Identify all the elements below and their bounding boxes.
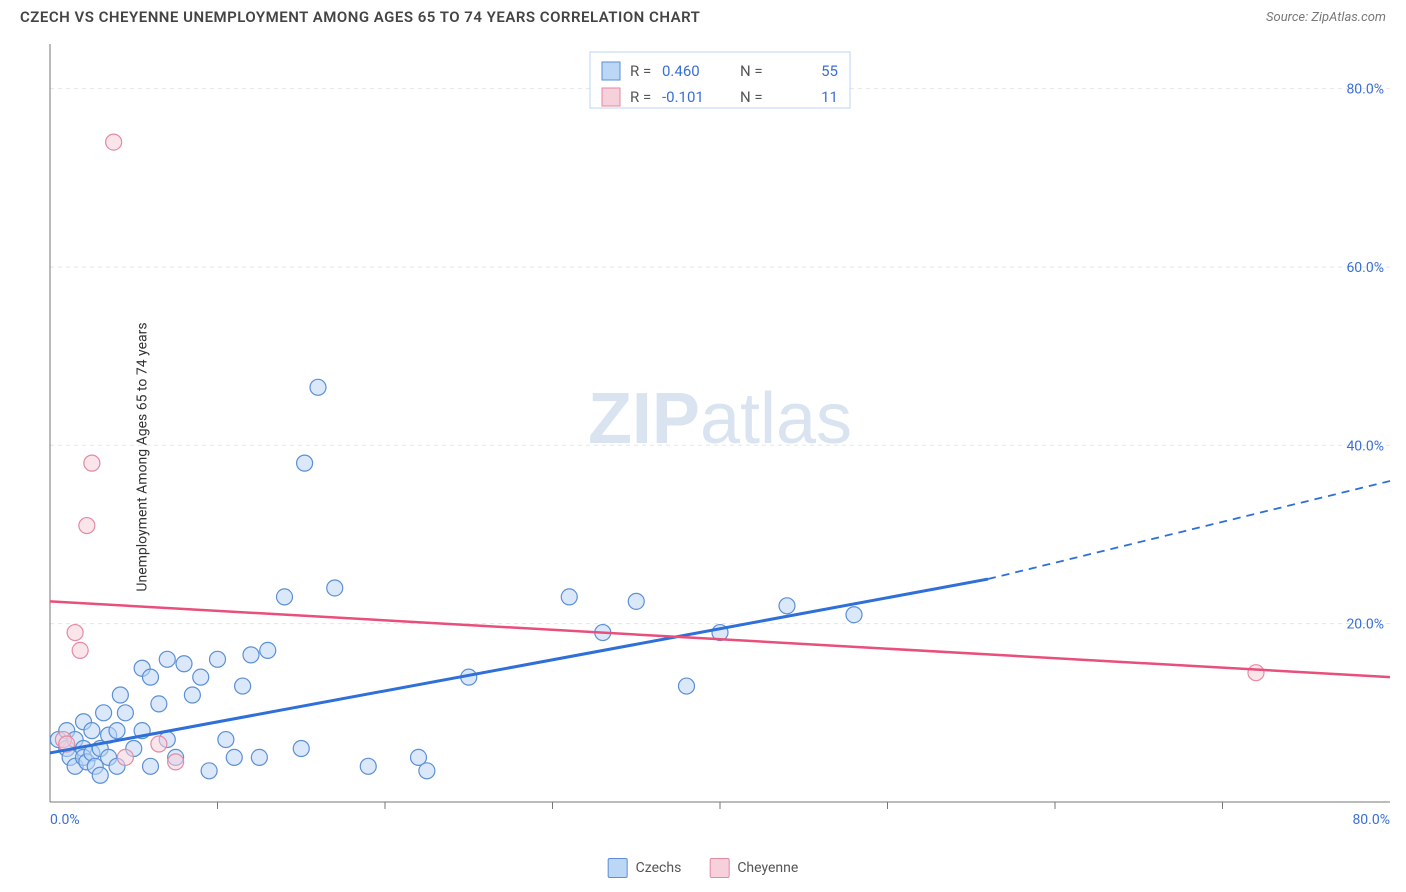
svg-text:0.460: 0.460 xyxy=(662,62,700,80)
svg-text:20.0%: 20.0% xyxy=(1346,617,1384,633)
legend-label-czechs: Czechs xyxy=(636,860,682,876)
svg-text:R =: R = xyxy=(630,62,651,80)
legend-item-cheyenne: Cheyenne xyxy=(709,858,798,878)
bottom-legend: Czechs Cheyenne xyxy=(608,858,799,878)
svg-text:R =: R = xyxy=(630,88,651,106)
y-axis-label: Unemployment Among Ages 65 to 74 years xyxy=(135,322,151,591)
source-attribution: Source: ZipAtlas.com xyxy=(1266,10,1386,25)
swatch-cheyenne xyxy=(709,858,729,878)
svg-text:0.0%: 0.0% xyxy=(50,812,80,828)
svg-text:-0.101: -0.101 xyxy=(662,88,704,106)
svg-text:N =: N = xyxy=(740,62,763,80)
svg-text:80.0%: 80.0% xyxy=(1346,82,1384,98)
svg-text:80.0%: 80.0% xyxy=(1352,812,1390,828)
svg-text:40.0%: 40.0% xyxy=(1346,438,1384,454)
svg-text:55: 55 xyxy=(821,62,838,80)
chart-title: CZECH VS CHEYENNE UNEMPLOYMENT AMONG AGE… xyxy=(20,8,700,26)
legend-label-cheyenne: Cheyenne xyxy=(737,860,798,876)
scatter-chart: ZIPatlas 20.0% 40.0% 60.0% 80.0% 0.0% 80.0% R =… xyxy=(0,32,1406,852)
legend-item-czechs: Czechs xyxy=(608,858,682,878)
svg-text:11: 11 xyxy=(821,88,838,106)
swatch-czechs xyxy=(608,858,628,878)
svg-text:ZIPatlas: ZIPatlas xyxy=(588,379,852,459)
svg-text:60.0%: 60.0% xyxy=(1346,260,1384,276)
svg-text:N =: N = xyxy=(740,88,763,106)
